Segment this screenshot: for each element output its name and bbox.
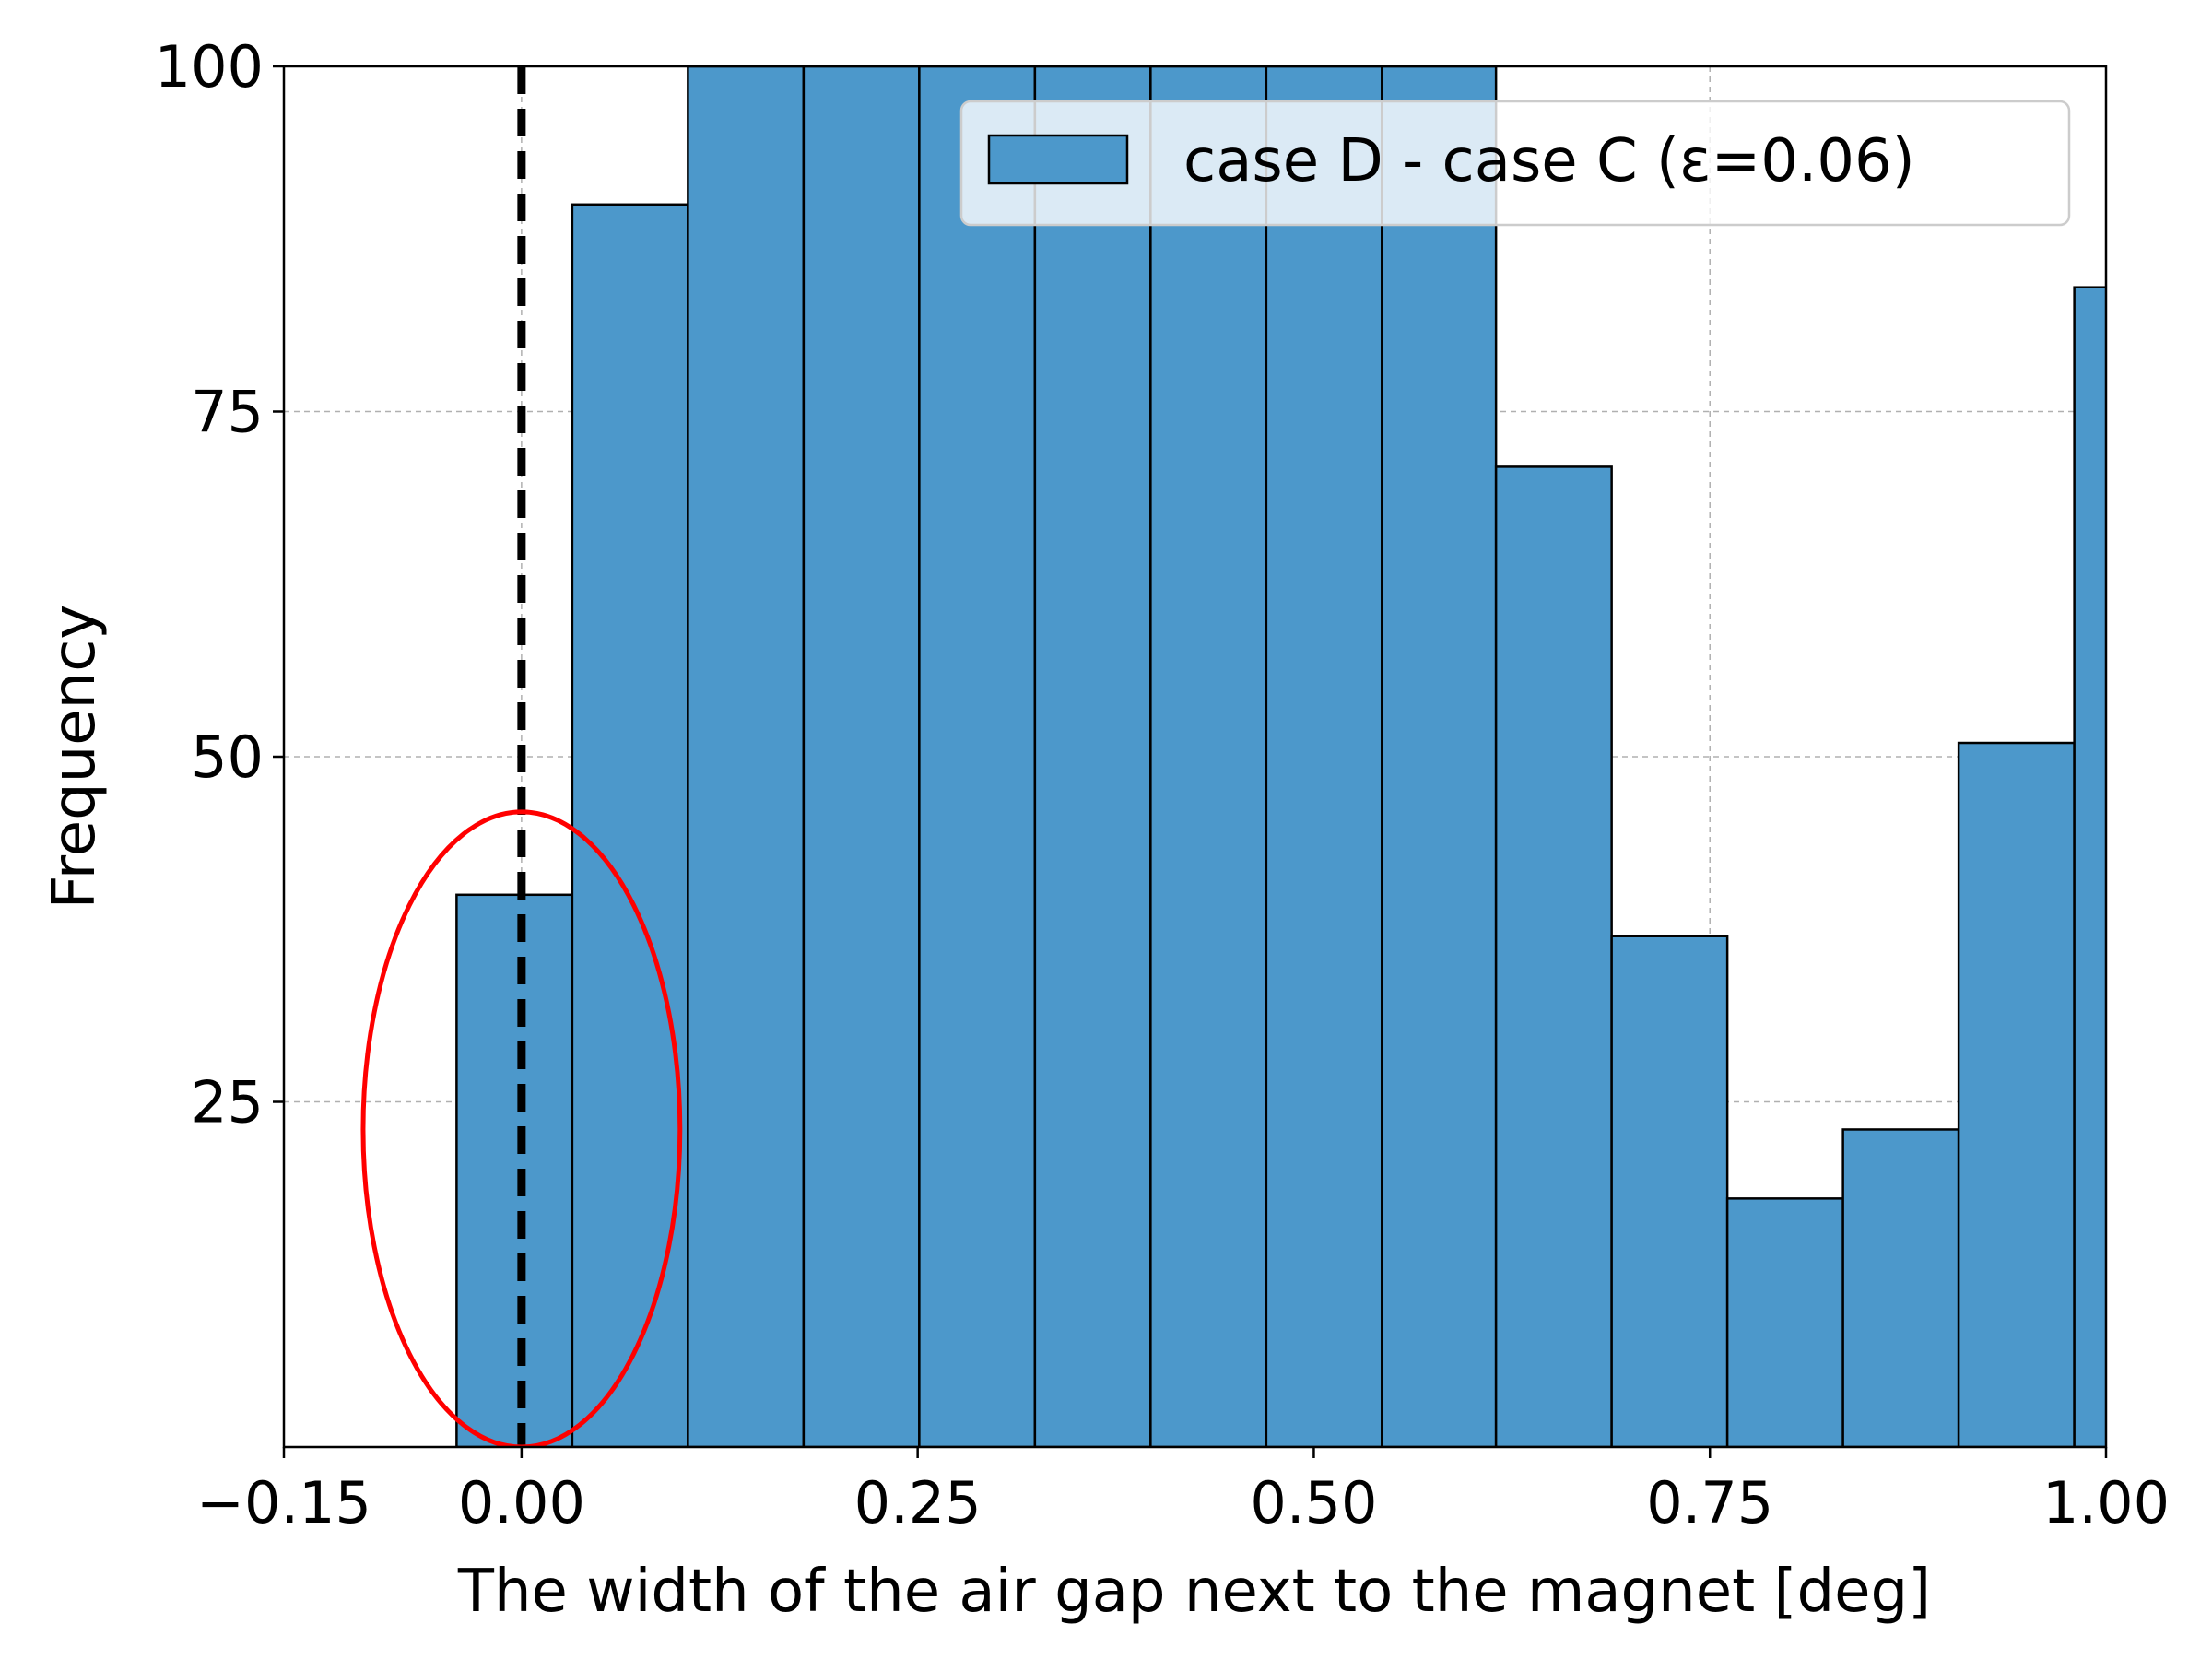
x-tick-label: 0.00 [458, 1469, 585, 1536]
histogram-bar [571, 203, 689, 1447]
y-tick-label: 50 [191, 724, 264, 791]
histogram-bar [802, 66, 921, 1447]
histogram-bar [918, 66, 1037, 1447]
histogram-bar [455, 893, 574, 1447]
histogram-bars [455, 66, 2106, 1447]
legend: case D - case C (ε=0.06) [959, 100, 2071, 227]
y-axis-label: Frequency [41, 605, 109, 910]
legend-label: case D - case C (ε=0.06) [1183, 127, 1915, 195]
x-tick-label: 1.00 [2042, 1469, 2170, 1536]
y-tick-label: 100 [155, 33, 264, 100]
histogram-bar [1725, 1197, 1844, 1447]
x-tick-label: 0.75 [1646, 1469, 1773, 1536]
y-axis: 25 50 75 100 [155, 33, 284, 1136]
histogram-bar [1265, 66, 1383, 1447]
histogram-bar [1957, 741, 2076, 1447]
histogram-bar [1381, 66, 1498, 1447]
x-tick-label: −0.15 [196, 1469, 371, 1536]
histogram-bar [2073, 286, 2106, 1447]
y-tick-label: 75 [191, 379, 264, 446]
y-tick-label: 25 [191, 1069, 264, 1136]
legend-box [959, 100, 2071, 227]
x-tick-label: 0.50 [1250, 1469, 1377, 1536]
histogram-bar [1841, 1128, 1960, 1447]
histogram-bar [1494, 465, 1613, 1447]
histogram-bar [1033, 66, 1152, 1447]
legend-swatch [987, 134, 1129, 185]
histogram-bar [687, 66, 806, 1447]
histogram-bar [1610, 935, 1729, 1447]
histogram-bar [1149, 66, 1268, 1447]
x-axis: −0.15 0.00 0.25 0.50 0.75 1.00 [196, 1447, 2170, 1536]
x-axis-label: The width of the air gap next to the mag… [457, 1558, 1931, 1626]
x-tick-label: 0.25 [854, 1469, 982, 1536]
